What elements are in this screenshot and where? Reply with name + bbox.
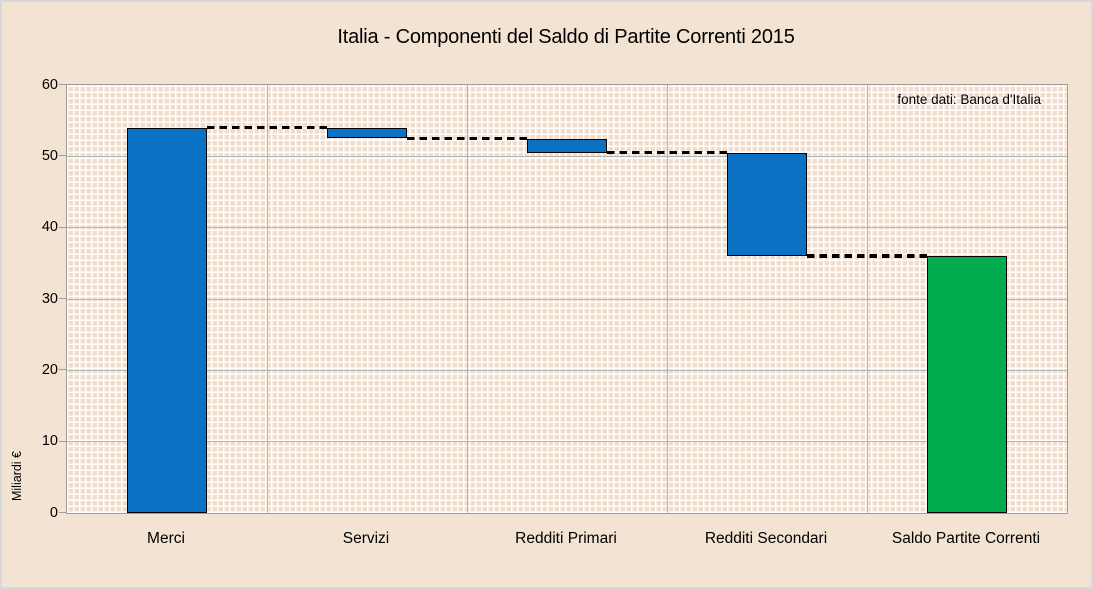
gridline-horizontal [67, 155, 1067, 157]
gridline-vertical [266, 85, 268, 513]
plot-area: fonte dati: Banca d'Italia [66, 84, 1068, 514]
y-axis-tick [59, 226, 66, 228]
y-tick-label: 30 [41, 290, 58, 307]
y-axis-tick [59, 84, 66, 85]
gridline-horizontal [67, 441, 1067, 443]
y-axis-tick [59, 369, 66, 371]
source-note: fonte dati: Banca d'Italia [897, 92, 1041, 107]
waterfall-connector [407, 136, 527, 140]
bar-redditi-primari [527, 138, 607, 153]
x-axis-label-merci: Merci [147, 530, 185, 547]
y-tick-label: 50 [41, 147, 58, 164]
bar-saldo-partite-correnti [927, 256, 1007, 513]
gridline-horizontal [67, 298, 1067, 300]
y-axis-tick [59, 512, 66, 513]
gridline-horizontal [67, 227, 1067, 229]
y-tick-label: 20 [41, 361, 58, 378]
y-axis-tick [59, 298, 66, 299]
gridline-vertical [866, 85, 868, 513]
y-axis-tick [59, 440, 66, 442]
y-axis-label: Miliardi € [10, 451, 24, 502]
x-axis-label-redditi-primari: Redditi Primari [515, 530, 617, 547]
waterfall-connector [607, 150, 727, 155]
gridline-vertical [666, 85, 668, 513]
chart-title: Italia - Componenti del Saldo di Partite… [337, 26, 795, 48]
y-axis-tick [59, 155, 66, 157]
gridline-vertical [466, 85, 468, 513]
waterfall-connector [207, 125, 327, 130]
x-axis-label-servizi: Servizi [342, 530, 390, 547]
waterfall-connector [807, 254, 927, 258]
bar-redditi-secondari [727, 152, 807, 257]
y-tick-label: 0 [49, 504, 58, 521]
bar-merci [127, 127, 207, 513]
gridline-horizontal [67, 369, 1067, 371]
y-tick-label: 40 [41, 219, 58, 236]
x-axis-label-saldo-partite-correnti: Saldo Partite Correnti [891, 530, 1041, 547]
x-axis-label-redditi-secondari: Redditi Secondari [704, 530, 828, 547]
y-tick-label: 10 [41, 433, 58, 450]
bar-servizi [327, 127, 407, 139]
y-tick-label: 60 [41, 76, 58, 93]
